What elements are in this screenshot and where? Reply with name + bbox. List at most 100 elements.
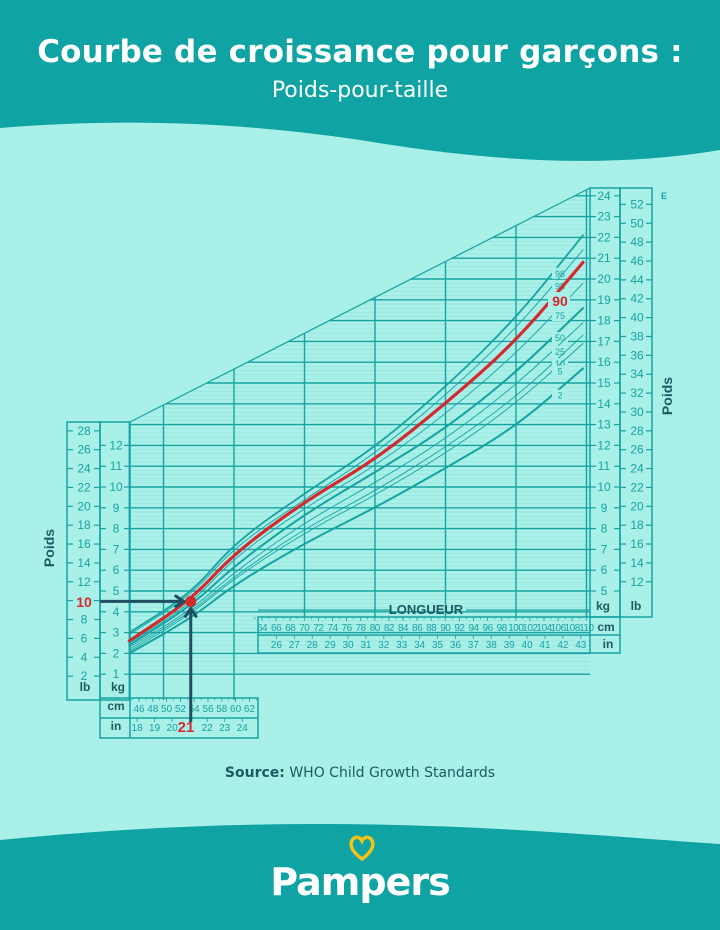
percentile-curve-10 (128, 334, 584, 650)
svg-text:8: 8 (113, 522, 120, 536)
svg-text:46: 46 (133, 704, 145, 715)
svg-text:106: 106 (551, 623, 567, 634)
svg-text:3: 3 (113, 626, 120, 640)
svg-text:30: 30 (342, 640, 354, 651)
svg-text:60: 60 (230, 704, 242, 715)
svg-text:32: 32 (630, 386, 644, 400)
axis-ticks: 1234567891011122468121416182022242628567… (67, 189, 652, 734)
svg-text:9: 9 (113, 501, 120, 515)
svg-text:14: 14 (77, 556, 91, 570)
svg-text:18: 18 (597, 314, 611, 328)
svg-text:28: 28 (630, 424, 644, 438)
svg-text:50: 50 (555, 333, 565, 343)
header-banner: Courbe de croissance pour garçons : Poid… (0, 0, 720, 180)
percentile-curve-50 (128, 307, 584, 647)
svg-text:54: 54 (189, 704, 201, 715)
svg-text:38: 38 (486, 640, 498, 651)
svg-text:52: 52 (630, 197, 644, 211)
svg-text:2: 2 (81, 669, 88, 683)
source-label: Source: (224, 765, 285, 781)
svg-text:26: 26 (77, 443, 91, 457)
svg-text:88: 88 (426, 623, 437, 634)
svg-text:95: 95 (555, 281, 565, 291)
svg-text:36: 36 (630, 348, 644, 362)
svg-text:34: 34 (414, 640, 426, 651)
svg-text:14: 14 (597, 397, 611, 411)
svg-text:66: 66 (271, 623, 282, 634)
svg-text:52: 52 (175, 704, 187, 715)
y-axis-label-right: Poids (659, 377, 675, 415)
percentile-curve-5 (128, 343, 584, 652)
svg-text:20: 20 (77, 499, 91, 513)
svg-text:86: 86 (412, 623, 423, 634)
svg-text:6: 6 (81, 631, 88, 645)
svg-text:43: 43 (575, 640, 587, 651)
svg-text:100: 100 (508, 623, 524, 634)
cm-unit-left: cm (107, 699, 124, 713)
source-text: WHO Child Growth Standards (289, 765, 496, 781)
svg-text:40: 40 (630, 311, 644, 325)
svg-text:48: 48 (147, 704, 159, 715)
svg-text:23: 23 (597, 210, 611, 224)
svg-text:11: 11 (110, 459, 123, 473)
svg-text:16: 16 (597, 355, 611, 369)
percentile-curve-98 (128, 234, 584, 634)
svg-text:10: 10 (597, 480, 611, 494)
svg-text:16: 16 (77, 537, 91, 551)
lb-unit-right: lb (631, 599, 642, 613)
svg-text:28: 28 (307, 640, 319, 651)
svg-text:22: 22 (77, 480, 91, 494)
svg-text:21: 21 (597, 251, 611, 265)
svg-text:108: 108 (565, 623, 581, 634)
svg-text:80: 80 (370, 623, 381, 634)
svg-text:78: 78 (356, 623, 367, 634)
svg-text:75: 75 (555, 311, 565, 321)
svg-text:5: 5 (601, 584, 608, 598)
kg-unit-right: kg (596, 599, 610, 613)
svg-text:70: 70 (299, 623, 310, 634)
svg-text:24: 24 (237, 723, 249, 734)
svg-text:76: 76 (342, 623, 353, 634)
svg-text:7: 7 (113, 542, 120, 556)
svg-text:94: 94 (468, 623, 479, 634)
corner-mark: E (661, 191, 667, 201)
chart-frame (66, 187, 653, 739)
svg-text:16: 16 (630, 537, 644, 551)
svg-text:18: 18 (77, 518, 91, 532)
percentile-curve-2 (128, 367, 584, 655)
svg-text:58: 58 (216, 704, 228, 715)
svg-text:2: 2 (113, 646, 120, 660)
lb-unit-left: lb (80, 680, 91, 694)
svg-text:17: 17 (597, 334, 611, 348)
svg-text:46: 46 (630, 254, 644, 268)
svg-text:7: 7 (601, 542, 608, 556)
svg-text:2: 2 (557, 391, 562, 401)
svg-text:35: 35 (432, 640, 444, 651)
svg-text:98: 98 (497, 623, 508, 634)
in-unit-left: in (111, 719, 122, 733)
svg-text:19: 19 (597, 293, 611, 307)
highlight-weight-lb: 10 (76, 594, 92, 610)
percentile-curve-25 (128, 322, 584, 648)
svg-text:20: 20 (167, 723, 179, 734)
svg-text:42: 42 (557, 640, 569, 651)
svg-text:5: 5 (113, 584, 120, 598)
svg-text:31: 31 (360, 640, 372, 651)
svg-text:26: 26 (271, 640, 283, 651)
svg-text:18: 18 (630, 518, 644, 532)
header-wave (0, 0, 720, 161)
svg-text:48: 48 (630, 235, 644, 249)
svg-text:84: 84 (398, 623, 409, 634)
y-axis-label-left: Poids (41, 529, 57, 567)
footer-banner (0, 810, 720, 930)
svg-text:22: 22 (630, 480, 644, 494)
svg-text:41: 41 (539, 640, 551, 651)
svg-text:23: 23 (219, 723, 231, 734)
svg-text:25: 25 (555, 347, 565, 357)
svg-text:29: 29 (325, 640, 337, 651)
svg-text:44: 44 (630, 273, 644, 287)
svg-text:40: 40 (522, 640, 534, 651)
svg-text:102: 102 (522, 623, 538, 634)
svg-text:18: 18 (132, 723, 144, 734)
svg-text:39: 39 (504, 640, 516, 651)
